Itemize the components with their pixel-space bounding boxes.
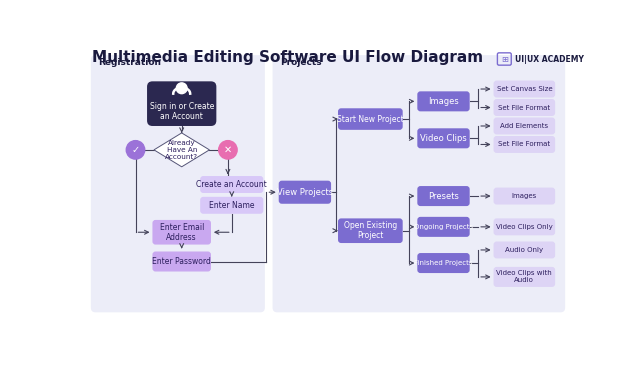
FancyBboxPatch shape [152,220,211,245]
Text: Video Clips: Video Clips [420,134,467,143]
Text: Projects: Projects [280,58,322,67]
FancyBboxPatch shape [147,81,216,126]
Text: Ongoing Projects: Ongoing Projects [414,224,473,230]
FancyBboxPatch shape [152,252,211,272]
FancyBboxPatch shape [273,55,565,312]
FancyBboxPatch shape [493,242,555,258]
Text: Already
Have An
Account?: Already Have An Account? [165,140,198,160]
Text: ⊞: ⊞ [501,54,508,63]
FancyBboxPatch shape [91,55,265,312]
Text: Video Clips with
Audio: Video Clips with Audio [497,270,552,284]
Text: Audio Only: Audio Only [506,247,543,253]
FancyBboxPatch shape [417,253,470,273]
Text: Add Elements: Add Elements [500,123,548,129]
Circle shape [219,140,237,159]
FancyBboxPatch shape [493,267,555,287]
FancyBboxPatch shape [417,217,470,237]
FancyBboxPatch shape [493,136,555,153]
Text: Open Existing
Project: Open Existing Project [344,221,397,240]
FancyBboxPatch shape [493,117,555,135]
Text: Presets: Presets [428,191,459,201]
Text: Set Canvas Size: Set Canvas Size [497,86,552,92]
Polygon shape [154,133,209,167]
Text: Enter Password: Enter Password [152,257,211,266]
Text: Enter Name: Enter Name [209,201,255,210]
Text: Multimedia Editing Software UI Flow Diagram: Multimedia Editing Software UI Flow Diag… [92,50,483,65]
Text: Start New Project: Start New Project [337,114,404,124]
FancyBboxPatch shape [493,218,555,235]
FancyBboxPatch shape [338,108,403,130]
FancyBboxPatch shape [417,91,470,111]
Text: Images: Images [428,97,459,106]
Text: Set File Format: Set File Format [499,142,550,147]
Text: UI|UX ACADEMY: UI|UX ACADEMY [515,54,584,63]
Circle shape [176,83,187,94]
Text: Finished Projects: Finished Projects [414,260,473,266]
FancyBboxPatch shape [417,128,470,148]
Text: ✕: ✕ [224,145,232,155]
Text: Images: Images [512,193,537,199]
FancyBboxPatch shape [279,180,331,204]
Text: Registration: Registration [99,58,161,67]
FancyBboxPatch shape [493,187,555,205]
Text: View Projects: View Projects [277,188,333,197]
FancyBboxPatch shape [493,81,555,98]
FancyBboxPatch shape [493,99,555,116]
Text: Set File Format: Set File Format [499,105,550,110]
Text: Enter Email
Address: Enter Email Address [159,223,204,242]
FancyBboxPatch shape [200,197,263,214]
FancyBboxPatch shape [417,186,470,206]
FancyBboxPatch shape [338,218,403,243]
Text: Create an Account: Create an Account [196,180,267,189]
Text: Sign in or Create
an Account: Sign in or Create an Account [150,102,214,121]
Circle shape [126,140,145,159]
Text: ✓: ✓ [131,145,140,155]
Text: Video Clips Only: Video Clips Only [496,224,553,230]
FancyBboxPatch shape [200,176,263,193]
